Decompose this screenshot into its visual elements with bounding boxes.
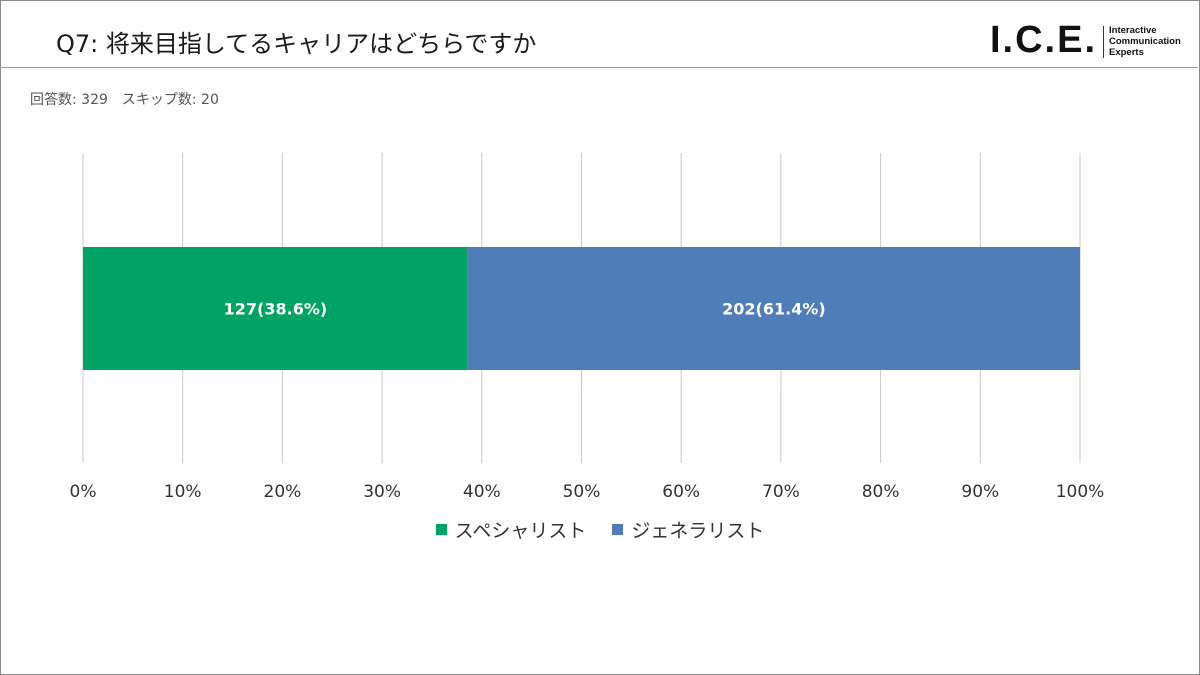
x-tick-label: 10% — [164, 482, 202, 502]
legend-swatch — [435, 524, 447, 535]
logo-tagline-line: Communication — [1109, 36, 1181, 47]
logo: I.C.E. — [990, 19, 1098, 61]
x-tick-label: 0% — [70, 482, 97, 502]
logo-tagline-line: Experts — [1109, 47, 1144, 58]
legend-item: スペシャリスト — [435, 516, 587, 543]
bar-segment — [83, 247, 468, 370]
response-count: 回答数: 329 — [30, 92, 108, 108]
skip-count: スキップ数: 20 — [121, 92, 219, 108]
legend-swatch — [612, 524, 624, 535]
legend-item: ジェネラリスト — [612, 516, 764, 543]
x-tick-label: 80% — [862, 482, 900, 502]
response-stats: 回答数: 329 スキップ数: 20 — [30, 89, 219, 109]
x-tick-label: 50% — [563, 482, 601, 502]
data-label: 127(38.6%) — [224, 300, 328, 319]
bar-segment — [467, 247, 1080, 370]
x-tick-label: 70% — [762, 482, 800, 502]
legend-label: スペシャリスト — [454, 520, 587, 542]
x-tick-label: 30% — [363, 482, 401, 502]
logo-tagline-line: Interactive — [1109, 25, 1157, 36]
chart-legend: スペシャリスト ジェネラリスト — [0, 516, 1200, 543]
x-tick-label: 90% — [961, 482, 999, 502]
x-tick-label: 60% — [662, 482, 700, 502]
header: Q7: 将来目指してるキャリアはどちらですか I.C.E. Interactiv… — [0, 0, 1198, 68]
x-tick-label: 40% — [463, 482, 501, 502]
x-tick-label: 100% — [1056, 482, 1105, 502]
data-label: 202(61.4%) — [722, 300, 826, 319]
page-title: Q7: 将来目指してるキャリアはどちらですか — [56, 30, 537, 58]
logo-divider — [1103, 26, 1104, 58]
logo-tagline: Interactive Communication Experts — [1109, 25, 1181, 58]
legend-label: ジェネラリスト — [631, 520, 765, 542]
x-tick-label: 20% — [264, 482, 302, 502]
